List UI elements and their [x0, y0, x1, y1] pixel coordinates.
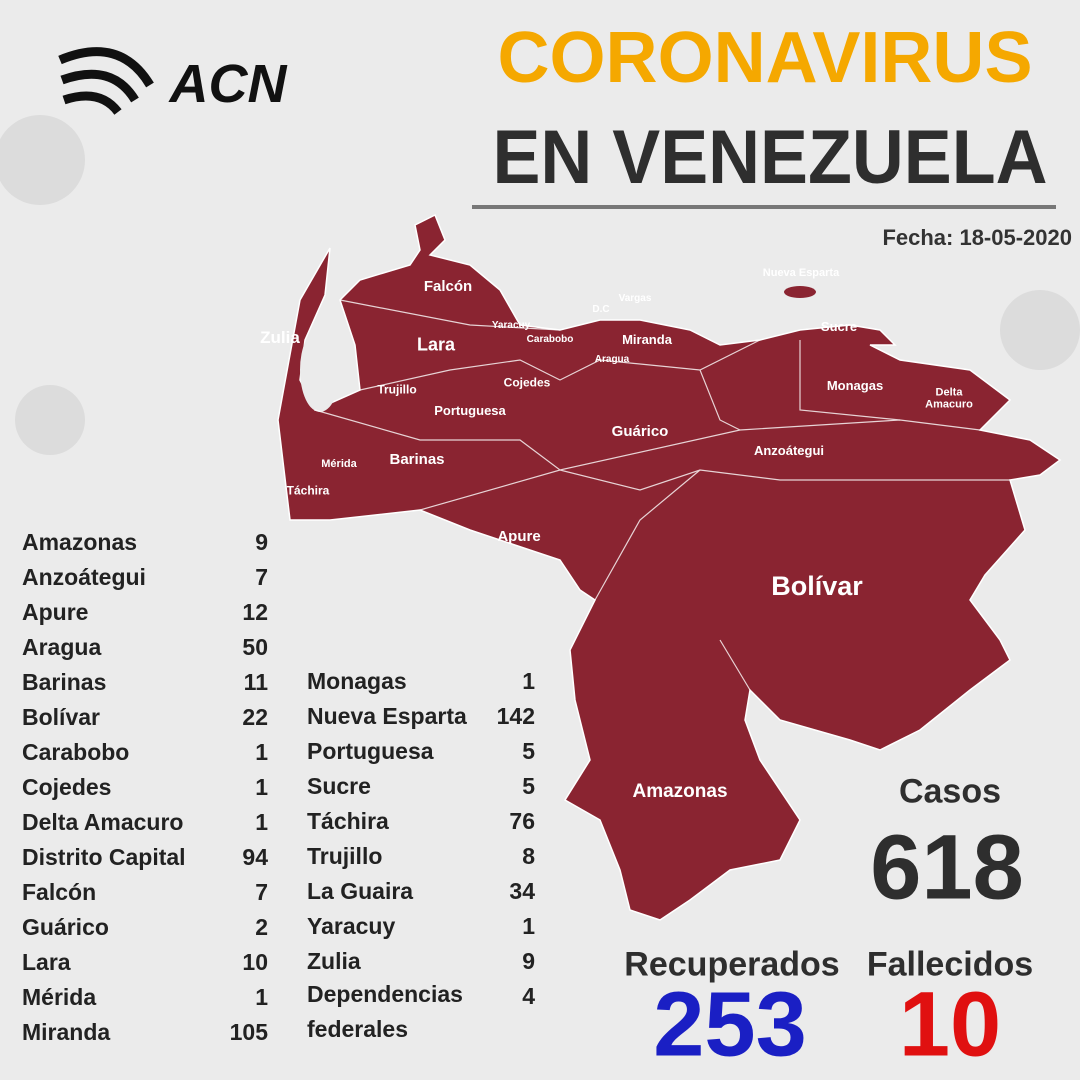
region-label: Anzoátegui: [753, 443, 825, 459]
region-label: Yaracuy: [491, 319, 531, 331]
state-cases: 50: [242, 634, 268, 660]
state-cases: 1: [255, 739, 268, 765]
region-label: Apure: [497, 528, 541, 546]
state-cases: 94: [242, 844, 268, 870]
state-name: La Guaira: [307, 878, 414, 904]
region-label: Bolívar: [771, 570, 863, 601]
region-label: Miranda: [622, 332, 672, 348]
region-label: Táchira: [286, 483, 330, 498]
state-cases: 105: [229, 1019, 268, 1045]
state-cases: 8: [522, 843, 535, 869]
state-cases: 4: [522, 983, 535, 1009]
state-name: Bolívar: [22, 704, 100, 730]
state-name: Mérida: [22, 984, 97, 1010]
state-cases: 2: [255, 914, 268, 940]
state-cases: 7: [255, 879, 268, 905]
state-name: Amazonas: [22, 529, 138, 555]
region-label: D.C: [592, 303, 610, 315]
state-name: Sucre: [307, 773, 371, 799]
state-cases: 9: [255, 529, 268, 555]
title-line-2: EN VENEZUELA: [493, 115, 1048, 200]
state-cases: 5: [522, 738, 535, 764]
state-name: Aragua: [22, 634, 102, 660]
region-label: Monagas: [826, 378, 884, 394]
lake: [300, 328, 340, 412]
state-name: Dependencias federales: [307, 981, 463, 1042]
state-name: Lara: [22, 949, 71, 975]
logo-mark: [58, 47, 154, 115]
region-label: Mérida: [321, 458, 357, 471]
region-label: Falcón: [423, 278, 473, 296]
state-cases: 34: [509, 878, 535, 904]
borders: [314, 299, 1010, 691]
date: Fecha: 18-05-2020: [882, 225, 1072, 250]
recovered-label: Recuperados: [624, 945, 840, 984]
state-name: Nueva Esparta: [307, 703, 467, 729]
region-label: Zulia: [260, 328, 300, 348]
state-name: Falcón: [22, 879, 97, 905]
state-cases: 11: [243, 669, 268, 695]
region-label: Barinas: [389, 451, 445, 469]
state-name: Portuguesa: [307, 738, 434, 764]
deaths-value: 10: [898, 973, 1002, 1076]
recovered-value: 253: [653, 973, 807, 1076]
state-cases: 1: [255, 984, 268, 1010]
state-name: Carabobo: [22, 739, 130, 765]
state-name: Monagas: [307, 668, 407, 694]
region-label: Delta Amacuro: [925, 386, 973, 410]
region-label: Portuguesa: [434, 403, 506, 419]
state-cases: 5: [522, 773, 535, 799]
state-name: Zulia: [307, 948, 361, 974]
state-cases: 76: [509, 808, 535, 834]
state-name: Táchira: [307, 808, 389, 834]
region-label: Sucre: [820, 319, 858, 335]
state-cases: 12: [242, 599, 268, 625]
state-cases: 142: [496, 703, 535, 729]
state-name: Trujillo: [307, 843, 383, 869]
state-cases: 1: [522, 913, 535, 939]
state-name: Cojedes: [22, 774, 112, 800]
logo: ACN: [168, 54, 288, 114]
island: [784, 286, 816, 298]
region-label: Guárico: [611, 423, 669, 441]
region-label: Amazonas: [632, 781, 728, 803]
state-name: Apure: [22, 599, 89, 625]
state-name: Anzoátegui: [22, 564, 146, 590]
deaths-label: Fallecidos: [866, 945, 1034, 984]
region-label: Trujillo: [377, 382, 417, 397]
state-name: Distrito Capital: [22, 844, 186, 870]
state-cases: 1: [522, 668, 535, 694]
cases-label: Casos: [898, 772, 1002, 811]
region-label: Aragua: [594, 353, 630, 365]
state-cases: 1: [255, 774, 268, 800]
venezuela-map: [277, 213, 1062, 921]
region-label: Lara: [416, 334, 456, 355]
state-cases: 9: [522, 948, 535, 974]
state-cases: 1: [255, 809, 268, 835]
state-cases: 10: [242, 949, 268, 975]
state-name: Miranda: [22, 1019, 111, 1045]
region-label: Vargas: [618, 292, 652, 304]
state-name: Barinas: [22, 669, 107, 695]
region-label: Nueva Esparta: [762, 267, 840, 280]
title-line-1: CORONAVIRUS: [498, 18, 1033, 98]
state-name: Guárico: [22, 914, 109, 940]
region-label: Carabobo: [526, 333, 574, 345]
state-name: Delta Amacuro: [22, 809, 184, 835]
state-name: Yaracuy: [307, 913, 396, 939]
virus-decoration: [0, 115, 1080, 455]
state-cases: 22: [242, 704, 268, 730]
region-label: Cojedes: [503, 375, 551, 390]
cases-value: 618: [870, 816, 1024, 919]
state-cases: 7: [255, 564, 268, 590]
